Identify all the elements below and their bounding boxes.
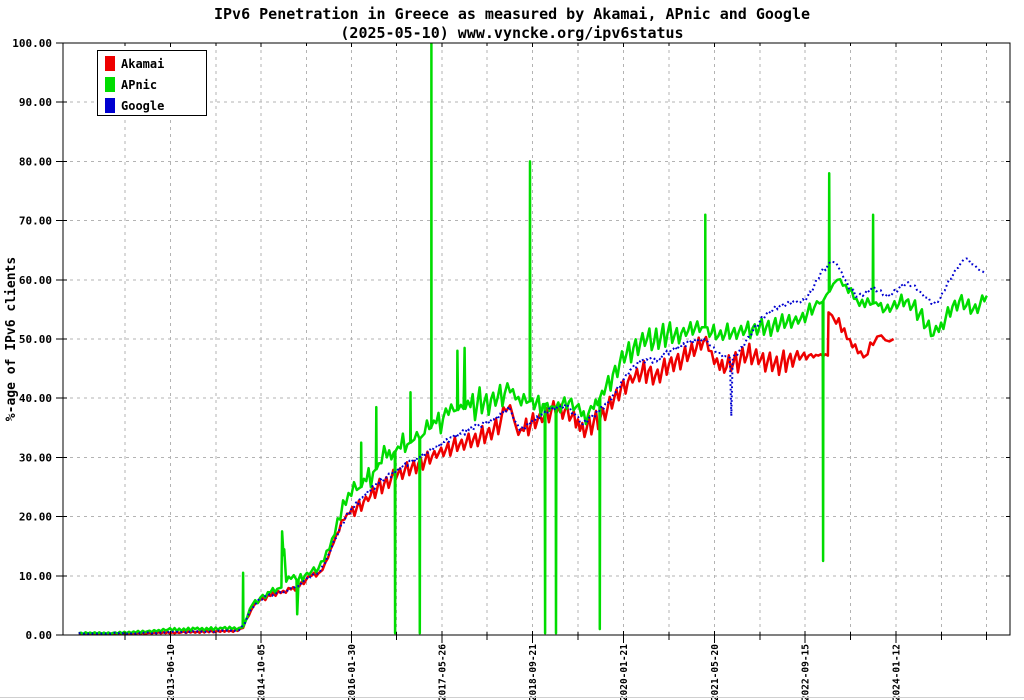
y-axis-title: %-age of IPv6 clients [4,257,19,421]
axes-frame [56,42,1011,643]
y-axis-tick-label: 70.00 [19,215,52,228]
window-bottom-edge [0,697,1024,698]
legend: Akamai APnic Google [97,50,207,116]
y-axis-tick-label: 10.00 [19,570,52,583]
x-axis-tick-label: 2022-09-15 [801,644,812,700]
y-axis-tick-label: 60.00 [19,274,52,287]
series-lines [78,43,988,635]
series-line-google [78,257,986,635]
y-axis-tick-label: 80.00 [19,155,52,168]
x-axis-tick-label: 2021-05-20 [710,644,721,700]
y-axis-tick-label: 20.00 [19,511,52,524]
x-axis-tick-label: 2024-01-12 [891,644,902,700]
y-axis-tick-label: 0.00 [26,629,53,642]
x-axis-tick-label: 2018-09-21 [528,644,539,700]
x-axis-tick-label: 2014-10-05 [257,644,268,700]
legend-label-google: Google [121,99,164,113]
grid-lines [63,42,1010,635]
y-axis-tick-label: 30.00 [19,451,52,464]
y-axis-tick-label: 40.00 [19,392,52,405]
y-axis-tick-label: 50.00 [19,333,52,346]
y-axis-tick-label: 100.00 [12,37,52,50]
x-axis-tick-label: 2016-01-30 [347,644,358,700]
legend-label-akamai: Akamai [121,57,164,71]
chart-title: IPv6 Penetration in Greece as measured b… [213,5,811,23]
chart-subtitle: (2025-05-10) www.vyncke.org/ipv6status [340,24,684,42]
legend-swatch-google [105,98,115,113]
x-axis-tick-label: 2020-01-21 [619,644,630,700]
legend-box [97,50,207,116]
series-line-apnic [78,43,988,635]
axis-tick-labels: 0.00 10.00 20.00 30.00 40.00 50.00 60.00 70.00 8… [12,37,902,700]
legend-label-apnic: APnic [121,78,157,92]
series-line-akamai [78,311,895,635]
legend-swatch-akamai [105,56,115,71]
x-axis-tick-label: 2017-05-26 [437,644,448,700]
x-axis-tick-label: 2013-06-10 [166,644,177,700]
y-axis-tick-label: 90.00 [19,96,52,109]
legend-swatch-apnic [105,77,115,92]
